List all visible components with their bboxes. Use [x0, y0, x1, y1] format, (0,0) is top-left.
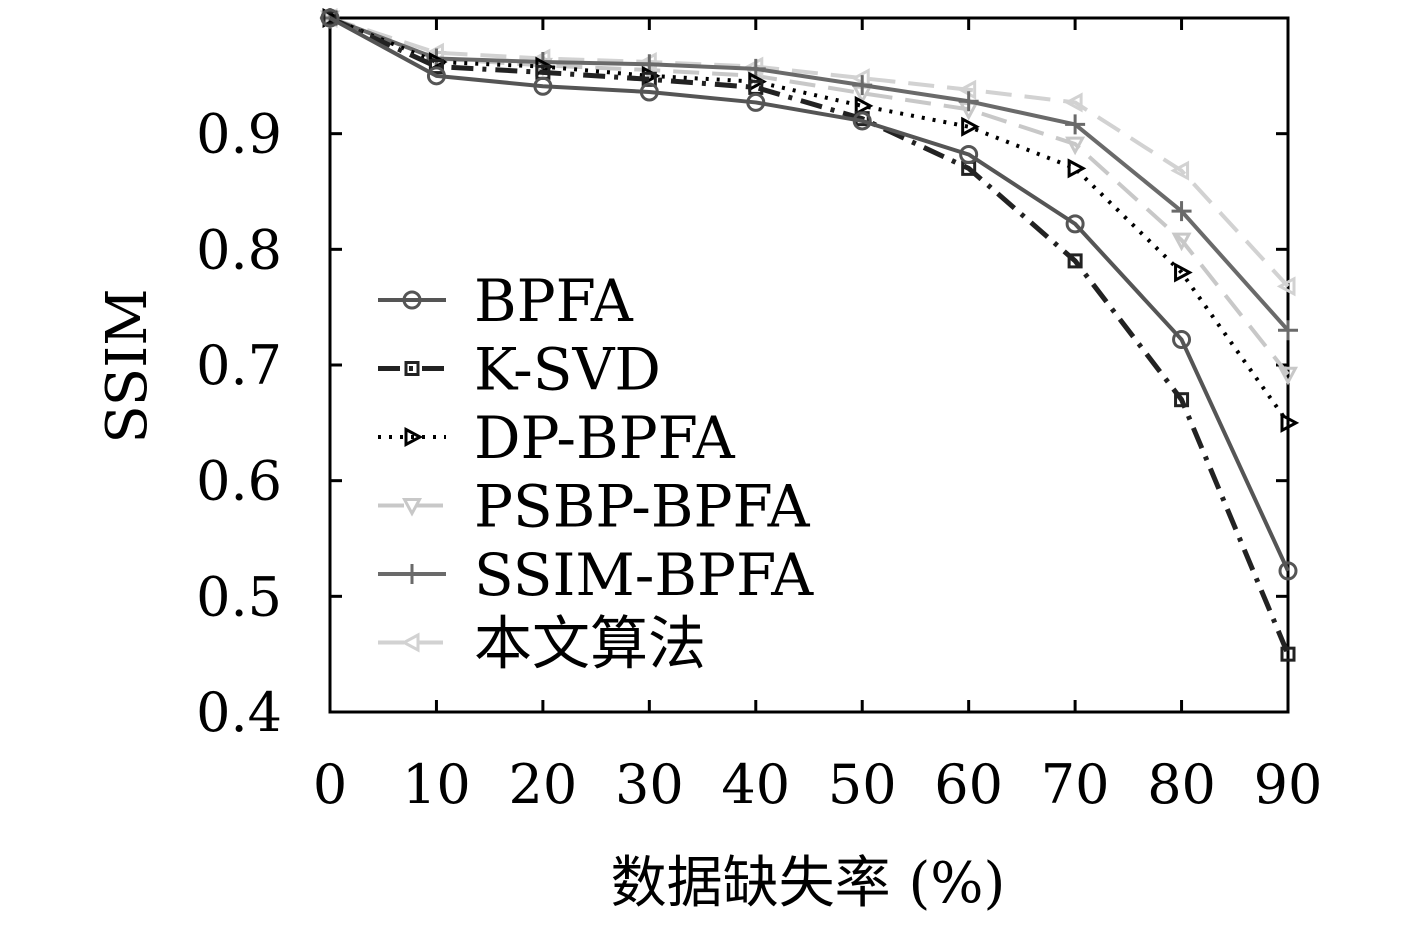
data-point: [1065, 114, 1086, 135]
legend-entry: K-SVD: [378, 336, 661, 404]
data-point: [426, 66, 446, 86]
data-point: [1065, 214, 1085, 234]
legend-label: PSBP-BPFA: [474, 473, 811, 541]
data-point: [746, 92, 766, 112]
legend-entry: 本文算法: [378, 610, 706, 678]
data-point: [961, 116, 980, 137]
legend-marker: [401, 498, 423, 517]
y-tick-label: 0.8: [196, 218, 282, 281]
x-tick-label: 40: [721, 753, 790, 816]
series-SSIM-BPFA: [320, 8, 1298, 341]
data-point: [322, 10, 338, 26]
data-point: [639, 82, 659, 102]
legend-marker: [404, 426, 424, 448]
data-point: [1170, 160, 1190, 181]
legend-label: BPFA: [474, 267, 634, 335]
legend-entry: BPFA: [378, 267, 634, 335]
data-point: [1065, 136, 1086, 156]
legend-marker: [402, 290, 422, 310]
series-line: [329, 16, 1290, 288]
data-point: [1174, 392, 1190, 408]
legend-marker: [400, 632, 420, 653]
legend-entry: SSIM-BPFA: [378, 541, 814, 609]
data-point: [852, 111, 872, 131]
legend-entry: PSBP-BPFA: [378, 473, 811, 541]
axes: 0 10 20 30 40 50 60 70 80 90 0.4 0.5 0.6 0.7 0.8 0.9: [196, 16, 1323, 816]
y-tick-label: 0.4: [196, 681, 282, 744]
data-point: [1172, 330, 1192, 350]
data-point: [959, 144, 979, 164]
data-point: [1067, 158, 1087, 179]
x-tick-label: 60: [934, 753, 1003, 816]
legend-marker: [404, 361, 420, 376]
x-tick-label: 70: [1041, 753, 1110, 816]
series-BPFA: [320, 8, 1298, 581]
series-line: [329, 16, 1290, 332]
y-tick-label: 0.7: [196, 334, 282, 397]
data-point: [1174, 262, 1193, 283]
legend-label: 本文算法: [474, 610, 706, 678]
data-point: [533, 76, 553, 96]
data-point: [745, 58, 766, 79]
legend-entry: DP-BPFA: [378, 404, 736, 472]
y-tick-label: 0.9: [196, 103, 282, 166]
data-point: [320, 8, 340, 28]
legend-label: K-SVD: [474, 336, 661, 404]
legend-label: DP-BPFA: [474, 404, 736, 472]
series-本文算法: [318, 7, 1296, 297]
x-tick-label: 10: [402, 753, 471, 816]
x-tick-label: 50: [828, 753, 897, 816]
series-line: [329, 16, 1290, 572]
data-point: [1067, 253, 1083, 269]
data-point: [1278, 320, 1298, 341]
y-tick-label: 0.6: [196, 450, 282, 513]
legend-label: SSIM-BPFA: [474, 541, 814, 609]
data-point: [1278, 561, 1298, 581]
data-point: [1063, 92, 1083, 113]
x-tick-label: 20: [509, 753, 578, 816]
x-tick-label: 30: [615, 753, 684, 816]
data-point: [1280, 646, 1296, 662]
data-point: [1280, 412, 1300, 433]
legend-marker: [402, 564, 422, 584]
data-point: [1277, 366, 1299, 386]
series-line: [328, 15, 1291, 656]
y-tick-label: 0.5: [196, 565, 282, 628]
x-tick-label: 0: [313, 753, 347, 816]
y-axis-label: SSIM: [95, 288, 160, 443]
data-point: [852, 75, 873, 96]
data-point: [1171, 232, 1192, 252]
data-point: [1171, 201, 1192, 222]
data-point: [854, 95, 874, 116]
data-point: [958, 91, 979, 112]
series-lines: [318, 7, 1300, 662]
data-point: [428, 59, 444, 75]
x-axis-label: 数据缺失率 (%): [611, 851, 1006, 916]
x-tick-label: 80: [1147, 753, 1216, 816]
x-tick-label: 90: [1254, 753, 1323, 816]
data-point: [1276, 276, 1296, 297]
